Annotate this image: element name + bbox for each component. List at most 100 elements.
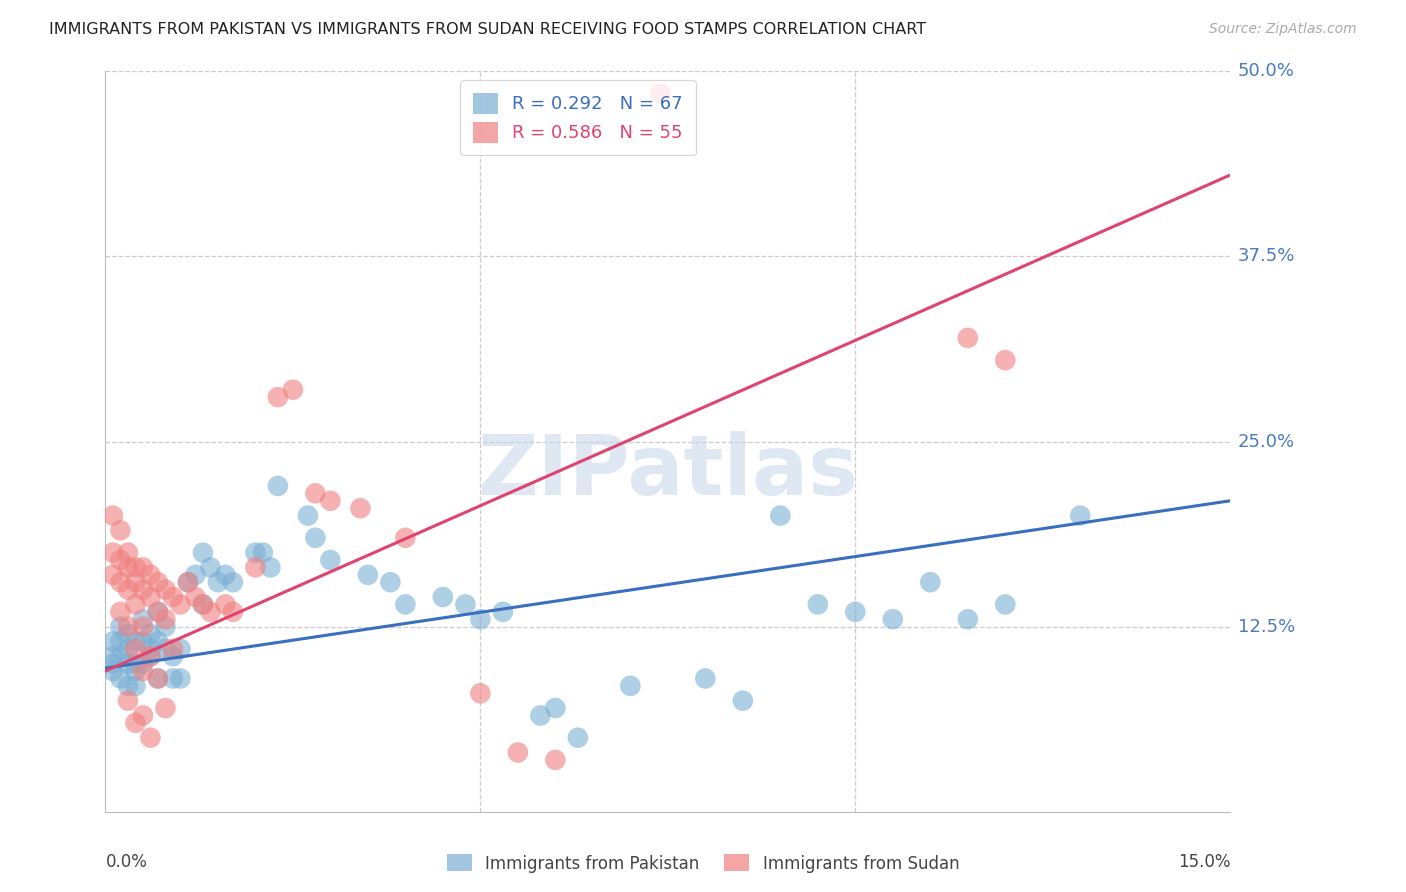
Point — [319, 553, 342, 567]
Point — [619, 679, 641, 693]
Point — [110, 575, 132, 590]
Point — [132, 582, 155, 597]
Point — [139, 590, 162, 604]
Point — [731, 694, 754, 708]
Point — [124, 598, 146, 612]
Point — [110, 649, 132, 664]
Point — [1069, 508, 1091, 523]
Point — [191, 598, 214, 612]
Point — [349, 501, 371, 516]
Point — [432, 590, 454, 604]
Point — [139, 641, 162, 656]
Point — [146, 605, 169, 619]
Point — [394, 598, 416, 612]
Point — [162, 590, 184, 604]
Point — [807, 598, 830, 612]
Point — [222, 605, 245, 619]
Point — [146, 634, 169, 648]
Point — [155, 612, 177, 626]
Point — [117, 694, 139, 708]
Point — [184, 590, 207, 604]
Point — [155, 641, 177, 656]
Point — [110, 605, 132, 619]
Point — [132, 619, 155, 633]
Point — [110, 672, 132, 686]
Point — [177, 575, 200, 590]
Point — [101, 567, 124, 582]
Legend: R = 0.292   N = 67, R = 0.586   N = 55: R = 0.292 N = 67, R = 0.586 N = 55 — [460, 80, 696, 155]
Point — [695, 672, 717, 686]
Point — [380, 575, 402, 590]
Point — [267, 390, 290, 404]
Point — [101, 546, 124, 560]
Point — [110, 619, 132, 633]
Point — [117, 679, 139, 693]
Point — [470, 612, 492, 626]
Point — [139, 627, 162, 641]
Point — [132, 612, 155, 626]
Point — [132, 664, 155, 678]
Point — [101, 634, 124, 648]
Point — [117, 627, 139, 641]
Point — [146, 605, 169, 619]
Point — [394, 531, 416, 545]
Point — [124, 634, 146, 648]
Point — [162, 672, 184, 686]
Point — [117, 582, 139, 597]
Point — [200, 560, 222, 574]
Point — [319, 493, 342, 508]
Point — [454, 598, 477, 612]
Text: 0.0%: 0.0% — [105, 853, 148, 871]
Point — [155, 701, 177, 715]
Point — [110, 553, 132, 567]
Point — [506, 746, 529, 760]
Point — [155, 582, 177, 597]
Point — [191, 546, 214, 560]
Point — [191, 598, 214, 612]
Point — [470, 686, 492, 700]
Point — [117, 641, 139, 656]
Point — [882, 612, 904, 626]
Text: 37.5%: 37.5% — [1237, 247, 1295, 266]
Text: 25.0%: 25.0% — [1237, 433, 1295, 450]
Point — [222, 575, 245, 590]
Point — [132, 560, 155, 574]
Point — [214, 598, 236, 612]
Point — [139, 567, 162, 582]
Point — [252, 546, 274, 560]
Point — [245, 546, 267, 560]
Point — [920, 575, 942, 590]
Point — [304, 486, 326, 500]
Point — [357, 567, 380, 582]
Point — [110, 524, 132, 538]
Point — [101, 508, 124, 523]
Point — [544, 701, 567, 715]
Point — [281, 383, 304, 397]
Text: 12.5%: 12.5% — [1237, 617, 1295, 636]
Point — [124, 664, 146, 678]
Point — [124, 657, 146, 671]
Point — [177, 575, 200, 590]
Point — [162, 641, 184, 656]
Text: ZIPatlas: ZIPatlas — [478, 431, 858, 512]
Point — [162, 649, 184, 664]
Point — [146, 672, 169, 686]
Point — [117, 619, 139, 633]
Legend: Immigrants from Pakistan, Immigrants from Sudan: Immigrants from Pakistan, Immigrants fro… — [440, 847, 966, 880]
Point — [207, 575, 229, 590]
Point — [214, 567, 236, 582]
Point — [169, 672, 191, 686]
Point — [124, 575, 146, 590]
Point — [117, 546, 139, 560]
Point — [124, 641, 146, 656]
Point — [132, 634, 155, 648]
Text: 15.0%: 15.0% — [1178, 853, 1230, 871]
Point — [146, 672, 169, 686]
Point — [117, 657, 139, 671]
Point — [956, 331, 979, 345]
Point — [259, 560, 281, 574]
Text: IMMIGRANTS FROM PAKISTAN VS IMMIGRANTS FROM SUDAN RECEIVING FOOD STAMPS CORRELAT: IMMIGRANTS FROM PAKISTAN VS IMMIGRANTS F… — [49, 22, 927, 37]
Point — [124, 560, 146, 574]
Point — [304, 531, 326, 545]
Point — [146, 575, 169, 590]
